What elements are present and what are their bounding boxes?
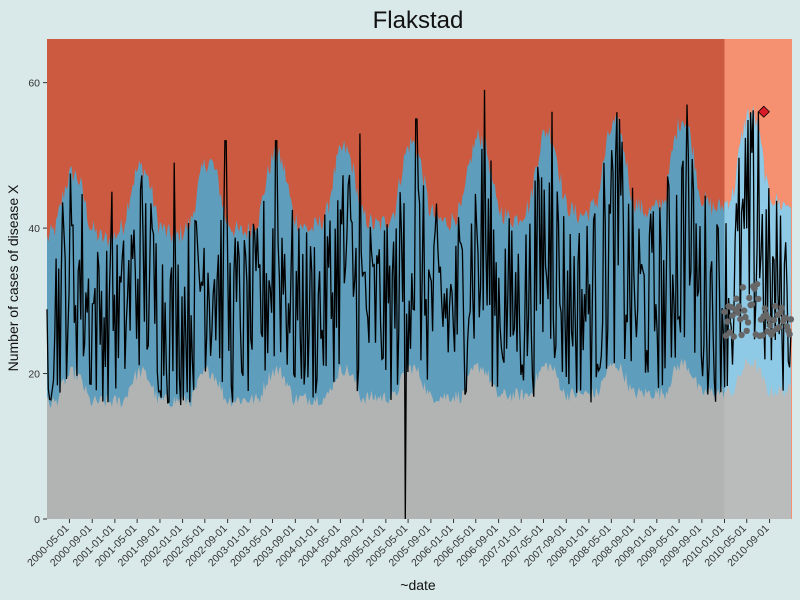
cases-line — [46, 89, 792, 520]
forecast-point — [726, 329, 734, 336]
x-axis-title: ~date — [400, 577, 436, 593]
forecast-point — [778, 304, 785, 311]
forecast-point — [755, 295, 762, 303]
forecast-point — [748, 301, 756, 308]
forecast-point — [746, 294, 753, 302]
y-tick-label: 20 — [28, 369, 40, 381]
y-tick-label: 0 — [34, 514, 40, 526]
forecast-point — [782, 314, 789, 322]
forecast-point — [724, 318, 731, 325]
y-axis: 0 20 40 60 — [28, 78, 47, 526]
forecast-point — [761, 305, 769, 312]
y-tick-label: 40 — [28, 223, 40, 235]
forecast-point — [776, 324, 783, 331]
forecast-point — [786, 331, 793, 338]
plot-area — [46, 39, 795, 520]
forecast-point — [743, 327, 750, 335]
forecast-point — [739, 284, 747, 291]
forecast-point — [772, 302, 779, 310]
y-axis-title: Number of cases of disease X — [5, 184, 21, 371]
forecast-point — [753, 280, 761, 288]
forecast-point — [721, 308, 728, 316]
forecast-point — [738, 331, 745, 339]
forecast-point — [737, 316, 744, 323]
alarm-point — [757, 105, 770, 118]
forecast-point — [730, 333, 737, 340]
forecast-point — [742, 313, 749, 321]
forecast-point — [765, 315, 772, 322]
forecast-point — [733, 295, 740, 302]
forecast-point — [744, 319, 752, 326]
forecast-point — [734, 309, 741, 316]
forecast-point — [787, 316, 795, 323]
forecast-point — [729, 312, 736, 319]
forecast-point — [759, 332, 766, 339]
forecast-point — [770, 316, 778, 324]
forecast-point — [741, 307, 748, 314]
lower-zone — [47, 358, 791, 519]
forecast-point — [766, 322, 774, 329]
forecast-point — [735, 303, 743, 310]
future-zone-group — [724, 106, 791, 519]
x-axis: 2000-05-012000-09-012001-01-012001-05-01… — [25, 519, 772, 569]
lower-zone-future — [724, 358, 791, 519]
y-tick-label: 60 — [28, 78, 40, 90]
chart-title: Flakstad — [373, 7, 464, 34]
